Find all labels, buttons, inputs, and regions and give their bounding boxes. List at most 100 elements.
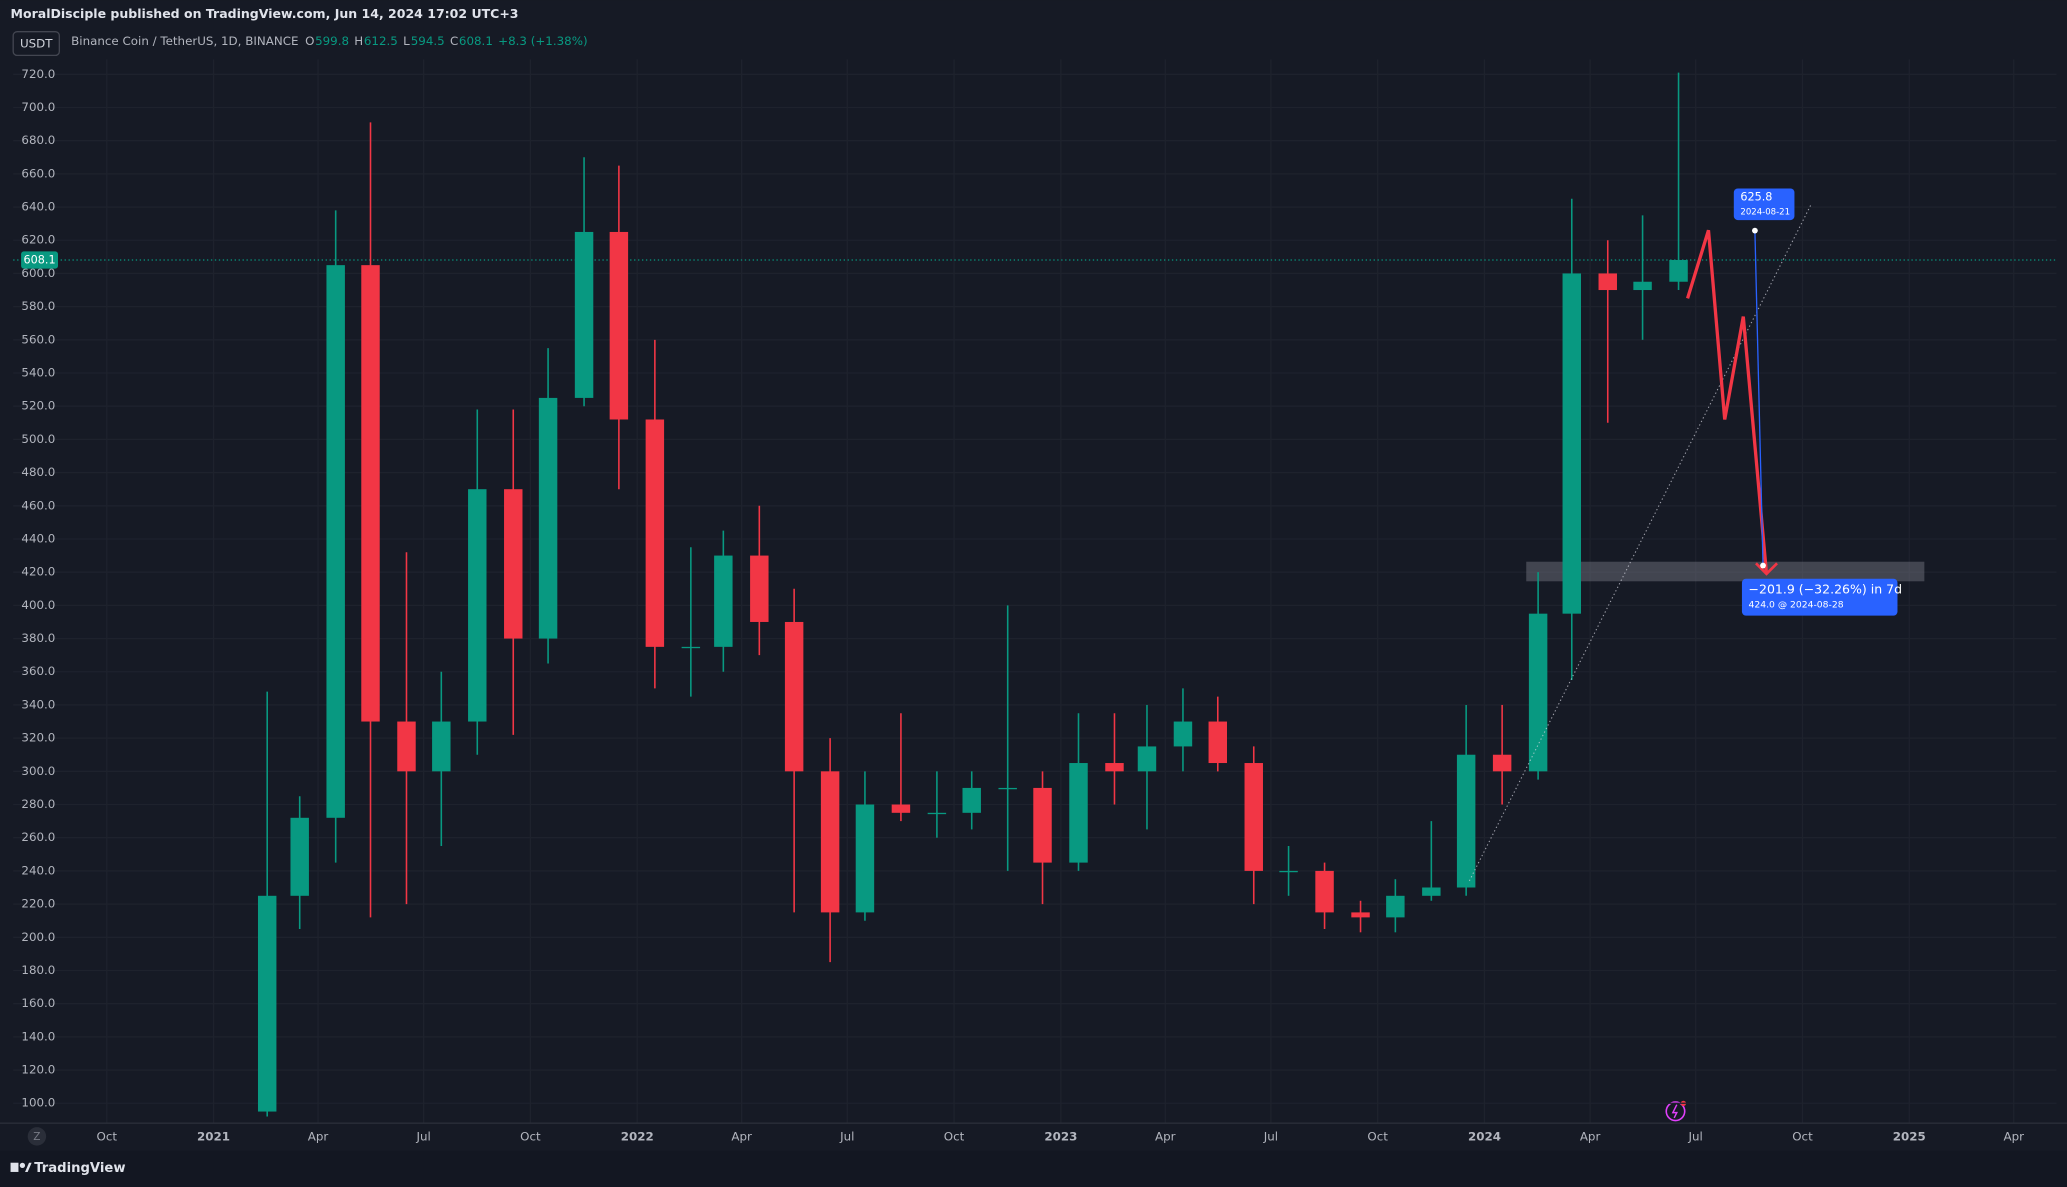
y-tick-label: 120.0 <box>21 1063 55 1077</box>
candle-body <box>1208 721 1228 764</box>
x-tick-label: Oct <box>944 1130 965 1144</box>
y-tick-label: 520.0 <box>21 399 55 413</box>
y-tick-label: 320.0 <box>21 731 55 745</box>
tz-badge-bg[interactable] <box>27 1127 47 1146</box>
ohlc-value: 612.5 <box>364 34 398 48</box>
x-tick-label: 2024 <box>1468 1130 1501 1144</box>
ohlc-value: 594.5 <box>411 34 445 48</box>
y-tick-label: 420.0 <box>21 565 55 579</box>
measure-start-date: 2024-08-21 <box>1740 208 1790 218</box>
plot <box>0 59 2067 1124</box>
candle-body <box>326 265 345 818</box>
candle-body <box>504 489 523 639</box>
candle-body <box>1562 273 1582 614</box>
y-tick-label: 500.0 <box>21 432 55 446</box>
candle-body <box>962 787 981 813</box>
candle-body <box>1492 754 1512 772</box>
candle-body <box>1633 281 1652 291</box>
measure-point <box>1752 227 1758 234</box>
y-tick-label: 280.0 <box>21 797 55 811</box>
arrowhead <box>1755 562 1778 576</box>
projection <box>1686 229 1769 574</box>
y-tick-label: 260.0 <box>21 830 55 844</box>
x-tick-label: 2021 <box>197 1130 230 1144</box>
candle-body <box>538 397 558 639</box>
last-price-label: 608.1 <box>24 254 56 267</box>
measure-start-price: 625.8 <box>1740 191 1772 204</box>
zone <box>1526 561 1925 582</box>
candle-body <box>1137 746 1157 772</box>
candle-body <box>1456 754 1476 888</box>
candle-body <box>1105 763 1124 772</box>
candle-body <box>1422 887 1441 896</box>
measure-point <box>1760 562 1766 569</box>
candle-body <box>681 646 701 649</box>
x-tick-label: Oct <box>520 1130 541 1144</box>
candle-body <box>1069 763 1088 863</box>
publish-info: MoralDisciple published on TradingView.c… <box>11 6 519 21</box>
y-tick-label: 220.0 <box>21 897 55 911</box>
y-tick-label: 620.0 <box>21 233 55 247</box>
ohlc-value: 599.8 <box>315 34 349 48</box>
event-icon[interactable] <box>1665 1101 1686 1122</box>
change: +8.3 (+1.38%) <box>498 34 587 48</box>
y-tick-label: 560.0 <box>21 332 55 346</box>
y-tick-label: 380.0 <box>21 631 55 645</box>
candle-body <box>750 555 769 622</box>
y-tick-label: 360.0 <box>21 664 55 678</box>
candle-body <box>574 231 594 398</box>
candle-body <box>1669 259 1688 282</box>
y-tick-label: 680.0 <box>21 133 55 147</box>
x-tick-label: Apr <box>2003 1130 2024 1144</box>
ohlc-label: C <box>450 34 458 48</box>
candle-body <box>1386 895 1405 918</box>
x-tick-label: Apr <box>1580 1130 1601 1144</box>
ohlc-label: O <box>305 34 314 48</box>
ohlc-value: 608.1 <box>459 34 493 48</box>
symbol: Binance Coin / TetherUS, 1D, BINANCE <box>71 34 298 48</box>
ohlc-label: L <box>403 34 410 48</box>
y-tick-label: 480.0 <box>21 465 55 479</box>
measure-end-text: 424.0 @ 2024-08-28 <box>1749 600 1844 611</box>
event-bolt <box>1671 1104 1678 1119</box>
tv-logo[interactable] <box>10 1162 32 1172</box>
x-tick-label: Oct <box>1367 1130 1388 1144</box>
measure-end-box <box>1741 578 1898 616</box>
currency-box[interactable] <box>12 31 60 57</box>
y-tick-label: 600.0 <box>21 266 55 280</box>
y-tick-label: 340.0 <box>21 697 55 711</box>
x-tick-label: Oct <box>1792 1130 1813 1144</box>
overlay: 100.0 120.0 140.0 160.0 180.0 200.0 220.0 240.0… <box>21 67 2024 1144</box>
x-tick-label: Jul <box>1688 1130 1703 1144</box>
last-price-box <box>21 251 59 269</box>
y-tick-label: 460.0 <box>21 498 55 512</box>
y-tick-label: 700.0 <box>21 100 55 114</box>
footer-bar <box>0 1150 2067 1187</box>
y-tick-label: 400.0 <box>21 598 55 612</box>
candle-body <box>891 804 911 813</box>
y-tick-label: 540.0 <box>21 366 55 380</box>
y-tick-label: 240.0 <box>21 863 55 877</box>
x-tick-label: Jul <box>1263 1130 1278 1144</box>
y-tick-label: 660.0 <box>21 166 55 180</box>
candle-body <box>714 555 733 647</box>
x-tick-label: Apr <box>1155 1130 1176 1144</box>
currency[interactable]: USDT <box>20 37 53 51</box>
candle-body <box>927 812 947 815</box>
candle-body <box>820 771 840 913</box>
x-tick-label: 2023 <box>1044 1130 1077 1144</box>
y-tick-label: 160.0 <box>21 996 55 1010</box>
candle-body <box>290 817 309 896</box>
measure-line <box>1754 230 1764 566</box>
candle-body <box>1351 912 1370 918</box>
candle-body <box>998 787 1017 790</box>
candle-body <box>1598 273 1617 291</box>
tz-badge[interactable]: Z <box>33 1131 40 1143</box>
y-tick-label: 200.0 <box>21 930 55 944</box>
y-tick-label: 720.0 <box>21 67 55 81</box>
brand[interactable]: TradingView <box>34 1161 125 1176</box>
y-tick-label: 440.0 <box>21 531 55 545</box>
x-tick-label: Oct <box>97 1130 118 1144</box>
